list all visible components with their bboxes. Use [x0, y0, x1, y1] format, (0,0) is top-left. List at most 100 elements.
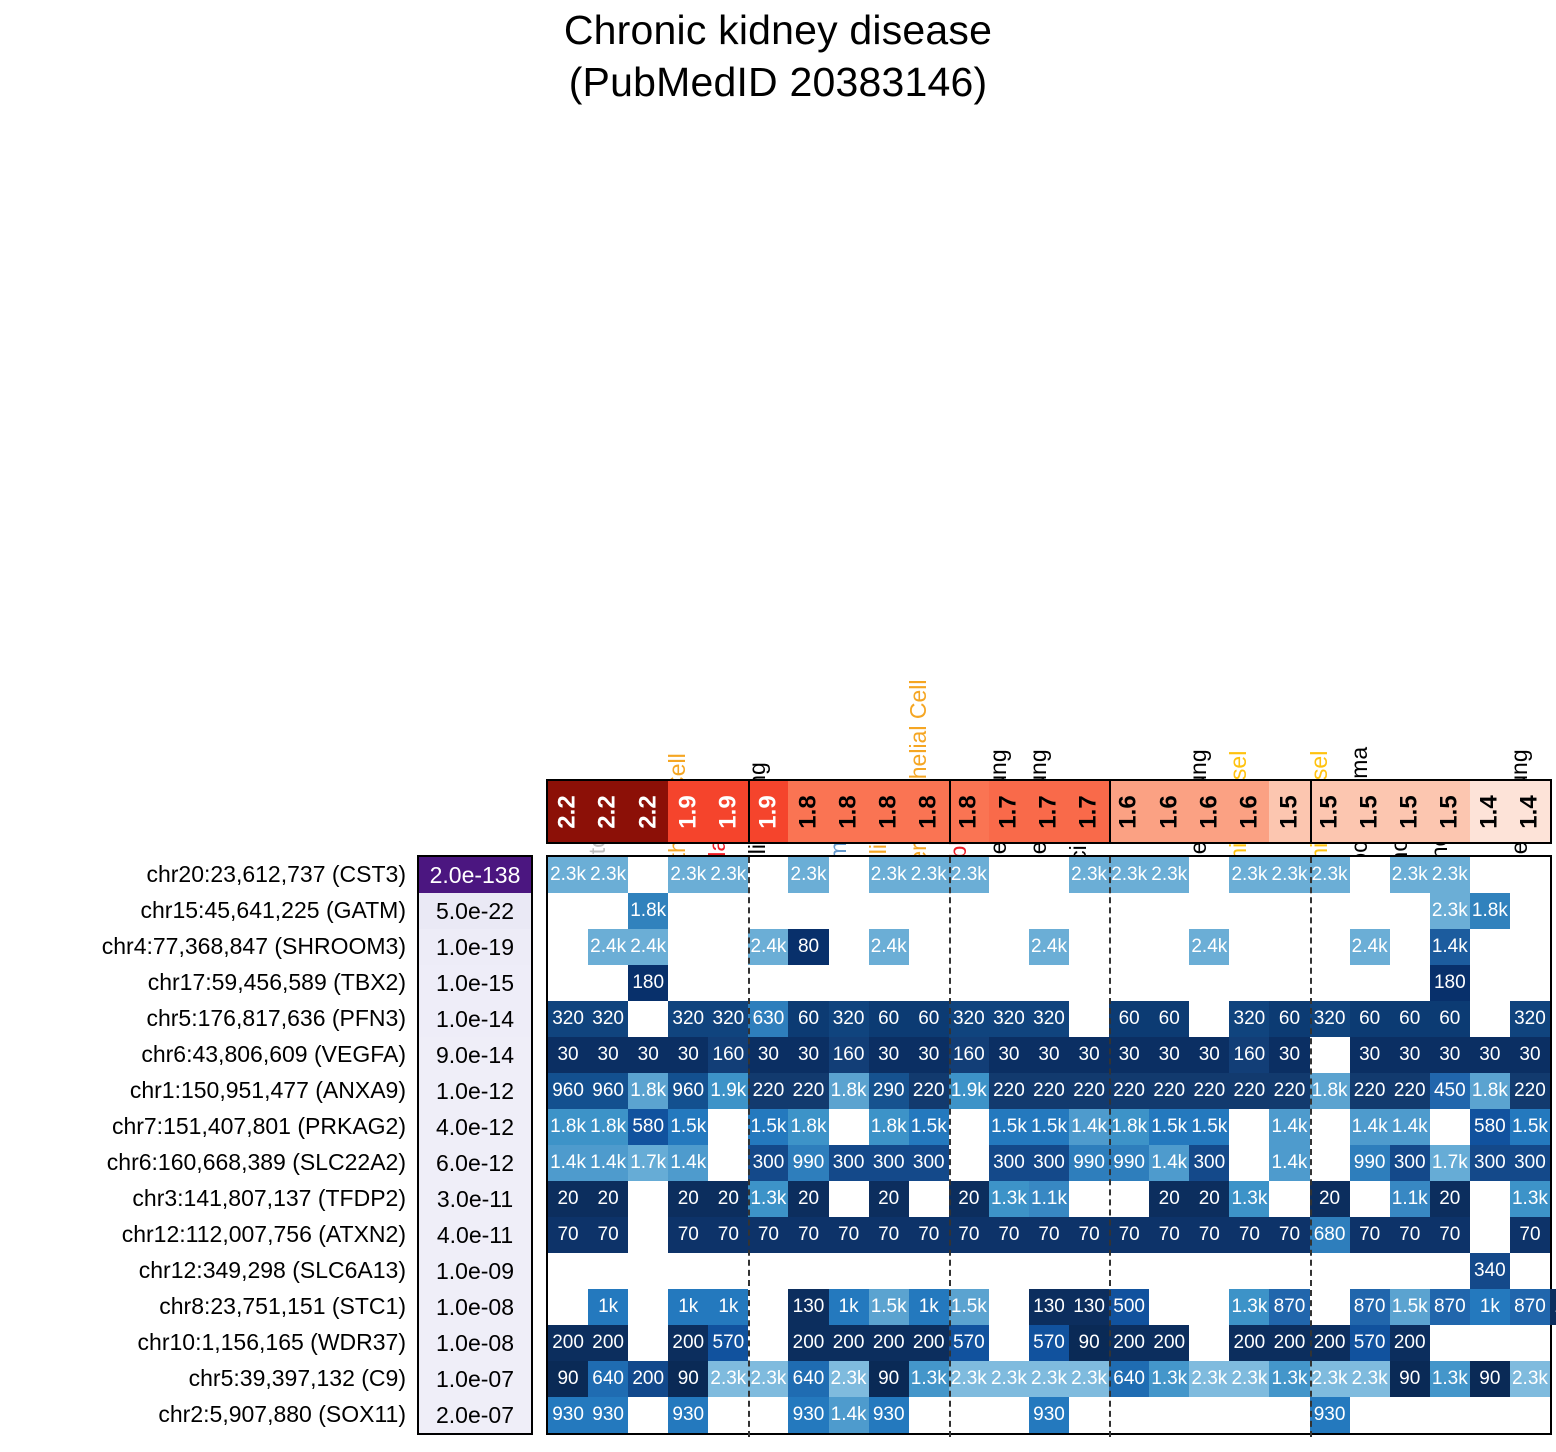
heatmap-cell: 930 — [1309, 1397, 1350, 1433]
heatmap-cell — [1069, 1397, 1110, 1433]
heatmap-cell — [948, 1109, 989, 1145]
heatmap-cell: 30 — [1149, 1037, 1190, 1073]
heatmap-cell: 1.3k — [1149, 1361, 1190, 1397]
heatmap-row: 180 180 — [548, 965, 1550, 1001]
heatmap-cell: 2.3k — [668, 857, 709, 893]
heatmap-cell: 2.3k — [708, 857, 749, 893]
scale-value: 1.5 — [1395, 794, 1423, 829]
heatmap-cell: 160 — [1229, 1037, 1270, 1073]
heatmap-cell: 200 — [1109, 1325, 1150, 1361]
heatmap-cell: 90 — [1389, 1361, 1430, 1397]
heatmap-cell: 70 — [1069, 1217, 1110, 1253]
heatmap-cell — [1349, 1397, 1390, 1433]
heatmap-cell — [1069, 1001, 1110, 1037]
scale-cell-11: 1.8 — [948, 781, 989, 842]
heatmap-cell: 930 — [788, 1397, 829, 1433]
heatmap-cell — [668, 929, 709, 965]
heatmap-cell: 2.3k — [828, 1361, 869, 1397]
heatmap-cell: 1.5k — [948, 1289, 989, 1325]
heatmap-cell: 20 — [668, 1181, 709, 1217]
heatmap-cell — [1229, 1253, 1270, 1289]
heatmap-cell: 2.4k — [868, 929, 909, 965]
heatmap-cell — [1149, 1289, 1190, 1325]
heatmap-cell: 1.9k — [948, 1073, 989, 1109]
heatmap-cell: 320 — [1028, 1001, 1070, 1037]
heatmap-cell — [548, 1289, 589, 1325]
heatmap-cell: 180 — [628, 965, 669, 1001]
heatmap-cell: 2.3k — [1069, 857, 1110, 893]
heatmap-cell — [1028, 1253, 1070, 1289]
heatmap-cell: 1.3k — [748, 1181, 789, 1217]
heatmap-cell: 1.4k — [1429, 929, 1470, 965]
heatmap-cell: 1.3k — [1269, 1361, 1310, 1397]
heatmap-cell: 680 — [1309, 1217, 1350, 1253]
heatmap-cell: 220 — [988, 1073, 1029, 1109]
heatmap-cell: 200 — [548, 1325, 589, 1361]
page-title: Chronic kidney disease (PubMedID 2038314… — [0, 4, 1556, 108]
heatmap-cell: 2.3k — [1429, 893, 1470, 929]
heatmap-cell — [988, 857, 1029, 893]
heatmap-cell — [748, 857, 789, 893]
heatmap-cell: 20 — [868, 1181, 909, 1217]
heatmap-cell — [948, 965, 989, 1001]
heatmap-row: 1k 1k 1k 130 1k 1.5k 1k 1.5k 130 130 500 1.3k 870 870… — [548, 1289, 1556, 1325]
heatmap-row: 2.3k 2.3k 2.3k 2.3k 2.3k 2.3k 2.3k 2.3k 2.3k 2.3k… — [548, 857, 1550, 893]
heatmap-cell — [1309, 929, 1350, 965]
column-header-12: 12. Carcinoma, Epithelial, Lung — [985, 176, 1029, 1069]
heatmap-cell: 1.8k — [588, 1109, 629, 1145]
heatmap-cell — [1509, 1325, 1550, 1361]
column-header-15: 15. Glioblastoma — [1105, 176, 1149, 1069]
row-label-9: chr6:160,668,389 (SLC22A2) — [106, 1149, 406, 1175]
heatmap-cell: 1.1k — [1389, 1181, 1430, 1217]
heatmap-cell — [1469, 1397, 1510, 1433]
heatmap-row: 30 30 30 30 160 30 30 160 30 30 160 30 30 30 30 30 30 160… — [548, 1037, 1550, 1073]
column-header-13: 13. Carcinoma, Epithelial, Lung — [1025, 176, 1069, 1069]
scale-cell-19: 1.5 — [1269, 781, 1310, 842]
pvalue-cell-7: 1.0e-12 — [419, 1073, 531, 1109]
heatmap-cell — [1028, 857, 1070, 893]
heatmap-cell: 570 — [948, 1325, 989, 1361]
heatmap-cell — [1229, 893, 1270, 929]
heatmap-cell — [708, 1145, 749, 1181]
heatmap-cell: 30 — [1469, 1037, 1510, 1073]
heatmap-cell — [1389, 965, 1430, 1001]
heatmap-cell — [1149, 965, 1190, 1001]
heatmap-cell — [1028, 893, 1070, 929]
heatmap-cell — [1189, 1253, 1230, 1289]
heatmap-cell: 930 — [868, 1397, 909, 1433]
heatmap-cell: 1k — [588, 1289, 629, 1325]
scale-cell-1: 2.2 — [548, 781, 589, 842]
heatmap-cell — [788, 893, 829, 929]
heatmap-cell — [1189, 1325, 1230, 1361]
heatmap-cell: 60 — [1269, 1001, 1310, 1037]
column-header-8: 8. Mesenchymal Stem Deriv — [825, 176, 869, 1069]
heatmap-cell: 90 — [1069, 1325, 1110, 1361]
heatmap-cell — [828, 1253, 869, 1289]
heatmap-cell — [988, 1397, 1029, 1433]
heatmap-cell — [628, 1001, 669, 1037]
column-header-24: 24. Kidney — [1466, 176, 1510, 1069]
heatmap-cell: 960 — [548, 1073, 589, 1109]
column-header-3: 3. Kidney — [624, 176, 668, 1069]
heatmap-cell — [988, 965, 1029, 1001]
heatmap-cell: 1k — [1469, 1289, 1510, 1325]
heatmap-cell: 870 — [1429, 1289, 1470, 1325]
heatmap-cell: 640 — [788, 1361, 829, 1397]
row-label-12: chr12:349,298 (SLC6A13) — [138, 1257, 406, 1283]
scale-value: 1.8 — [954, 794, 982, 829]
heatmap-cell — [708, 1109, 749, 1145]
heatmap-cell: 20 — [948, 1181, 989, 1217]
heatmap-cell: 70 — [1109, 1217, 1150, 1253]
heatmap-cell — [668, 1253, 709, 1289]
scale-value: 1.6 — [1115, 794, 1143, 829]
heatmap-cell — [908, 1181, 949, 1217]
row-label-11: chr12:112,007,756 (ATXN2) — [121, 1221, 406, 1247]
heatmap-cell: 870 — [1269, 1289, 1310, 1325]
heatmap-cell — [1429, 1397, 1470, 1433]
row-label-5: chr5:176,817,636 (PFN3) — [146, 1005, 406, 1031]
enrichment-scale-bar: 2.2 2.2 2.2 1.9 1.9 1.9 1.8 1.8 1.8 1.8 1.8 1.7 1.7 1… — [546, 779, 1552, 844]
heatmap-cell: 60 — [1429, 1001, 1470, 1037]
heatmap-cell: 30 — [868, 1037, 909, 1073]
scale-value: 1.7 — [1034, 794, 1062, 829]
heatmap-cell: 2.3k — [788, 857, 829, 893]
